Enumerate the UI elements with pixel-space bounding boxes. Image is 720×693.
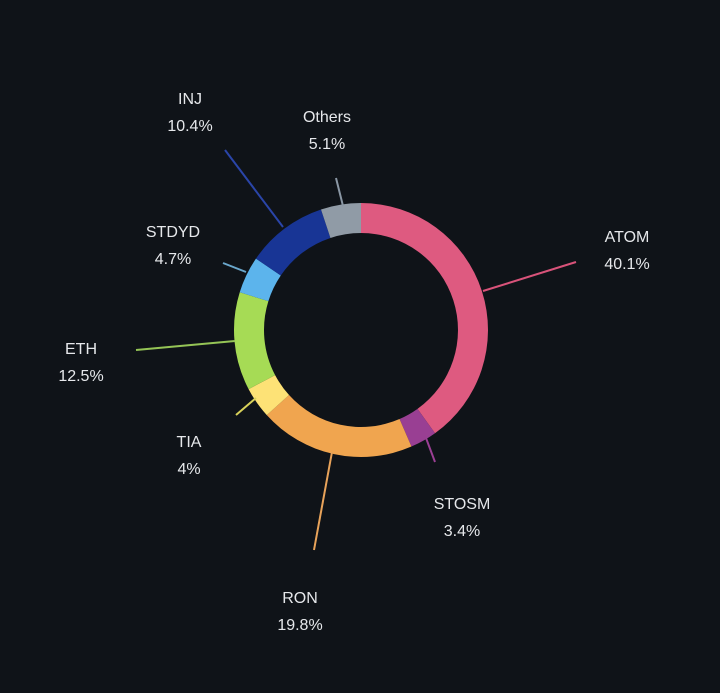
slice-eth <box>234 292 276 390</box>
leader-line-ron <box>313 451 333 551</box>
leader-line-eth <box>135 340 236 351</box>
slice-atom <box>361 203 488 434</box>
slice-name-stosm: STOSM <box>434 496 491 513</box>
labels-group: ATOM 40.1% STOSM 3.4% RON 19.8% TIA 4% ETH 12.5% S… <box>58 91 649 634</box>
slice-name-inj: INJ <box>178 91 202 108</box>
slice-percent-stdyd: 4.7% <box>155 251 191 268</box>
leader-lines-group <box>135 149 577 551</box>
slice-stdyd <box>239 258 281 302</box>
slice-inj <box>255 209 331 276</box>
slice-percent-eth: 12.5% <box>58 368 103 385</box>
slice-name-eth: ETH <box>65 341 97 358</box>
slice-name-tia: TIA <box>177 434 202 451</box>
leader-line-stosm <box>425 437 436 463</box>
slice-percent-atom: 40.1% <box>604 256 649 273</box>
leader-line-inj <box>224 149 284 228</box>
slice-percent-ron: 19.8% <box>277 617 322 634</box>
leader-line-atom <box>482 261 577 292</box>
slice-percent-others: 5.1% <box>309 136 345 153</box>
slice-others <box>320 203 361 238</box>
slice-name-atom: ATOM <box>605 229 650 246</box>
leader-line-others <box>335 177 344 207</box>
slice-name-ron: RON <box>282 590 318 607</box>
slice-stosm <box>399 408 436 447</box>
slice-name-stdyd: STDYD <box>146 224 200 241</box>
leader-line-tia <box>235 397 257 416</box>
slice-percent-inj: 10.4% <box>167 118 212 135</box>
slices-group <box>234 203 488 457</box>
slice-ron <box>266 395 412 457</box>
slice-tia <box>248 375 290 416</box>
slice-percent-stosm: 3.4% <box>444 523 480 540</box>
leader-line-stdyd <box>222 262 247 273</box>
slice-name-others: Others <box>303 109 351 126</box>
slice-percent-tia: 4% <box>177 461 200 478</box>
